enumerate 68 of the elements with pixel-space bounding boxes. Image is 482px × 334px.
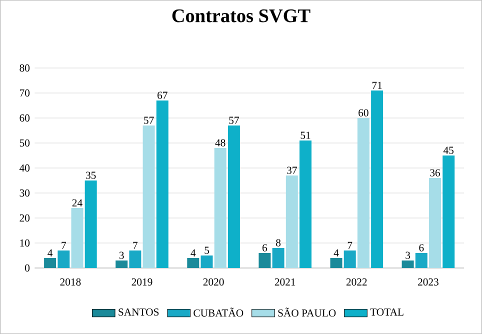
data-label: 51 [300, 132, 310, 139]
y-tick-label: 10 [20, 239, 30, 247]
x-tick-label: 2019 [132, 278, 152, 286]
bar [156, 100, 168, 268]
data-label: 57 [144, 116, 154, 124]
data-label: 7 [348, 242, 352, 249]
data-label: 45 [443, 146, 454, 154]
data-label: 67 [158, 92, 168, 99]
data-label: 60 [358, 109, 368, 116]
data-label: 7 [62, 242, 66, 249]
bar [357, 118, 370, 268]
bar [330, 258, 342, 268]
x-tick-label: 2018 [60, 278, 81, 286]
data-label: 5 [204, 246, 209, 254]
data-label: 24 [72, 199, 82, 206]
bar [415, 252, 428, 268]
bar [142, 125, 155, 268]
y-tick-label: 0 [25, 264, 30, 272]
bar [228, 125, 240, 268]
bar [214, 148, 226, 268]
bar [84, 180, 97, 268]
legend-label: TOTAL [370, 308, 404, 316]
data-label: 36 [430, 169, 440, 176]
bar [429, 178, 442, 268]
data-label: 4 [334, 249, 339, 256]
data-label: 48 [215, 139, 226, 146]
bar [286, 175, 298, 268]
y-tick-label: 60 [20, 114, 30, 122]
data-label: 57 [229, 116, 239, 124]
data-label: 35 [86, 172, 96, 179]
data-label: 6 [262, 244, 268, 252]
bar [442, 155, 455, 268]
bar [300, 140, 312, 268]
bar [344, 250, 356, 268]
legend-label: CUBATÃO [194, 308, 244, 317]
y-tick-label: 80 [20, 64, 30, 72]
bar [402, 260, 414, 268]
data-label: 6 [419, 244, 424, 252]
bar [272, 248, 284, 268]
bar [200, 255, 213, 268]
y-tick-label: 30 [20, 189, 30, 197]
y-tick-label: 70 [20, 89, 30, 97]
bar [187, 258, 200, 268]
y-tick-label: 40 [20, 164, 30, 172]
legend-label: SANTOS [118, 308, 159, 316]
data-label: 4 [48, 249, 53, 256]
data-label: 4 [190, 249, 196, 256]
bar [116, 260, 128, 268]
x-tick-label: 2022 [346, 278, 367, 286]
chart-title: Contratos SVGT [172, 9, 310, 22]
bar [258, 252, 271, 268]
data-label: 3 [406, 252, 410, 259]
y-tick-label: 20 [20, 214, 30, 222]
x-tick-label: 2020 [203, 278, 224, 286]
data-label: 37 [287, 166, 297, 174]
legend-label: SÃO PAULO [278, 308, 336, 317]
data-label: 3 [119, 252, 124, 259]
y-tick-label: 50 [20, 139, 30, 147]
bar [58, 250, 70, 268]
x-tick-label: 2021 [274, 278, 296, 286]
data-label: 71 [372, 82, 382, 89]
x-tick-label: 2023 [418, 278, 438, 286]
bar [44, 258, 56, 268]
bar [371, 90, 384, 268]
bar [71, 208, 84, 268]
data-label: 8 [276, 239, 281, 246]
data-label: 7 [133, 242, 138, 249]
bar [129, 250, 142, 268]
